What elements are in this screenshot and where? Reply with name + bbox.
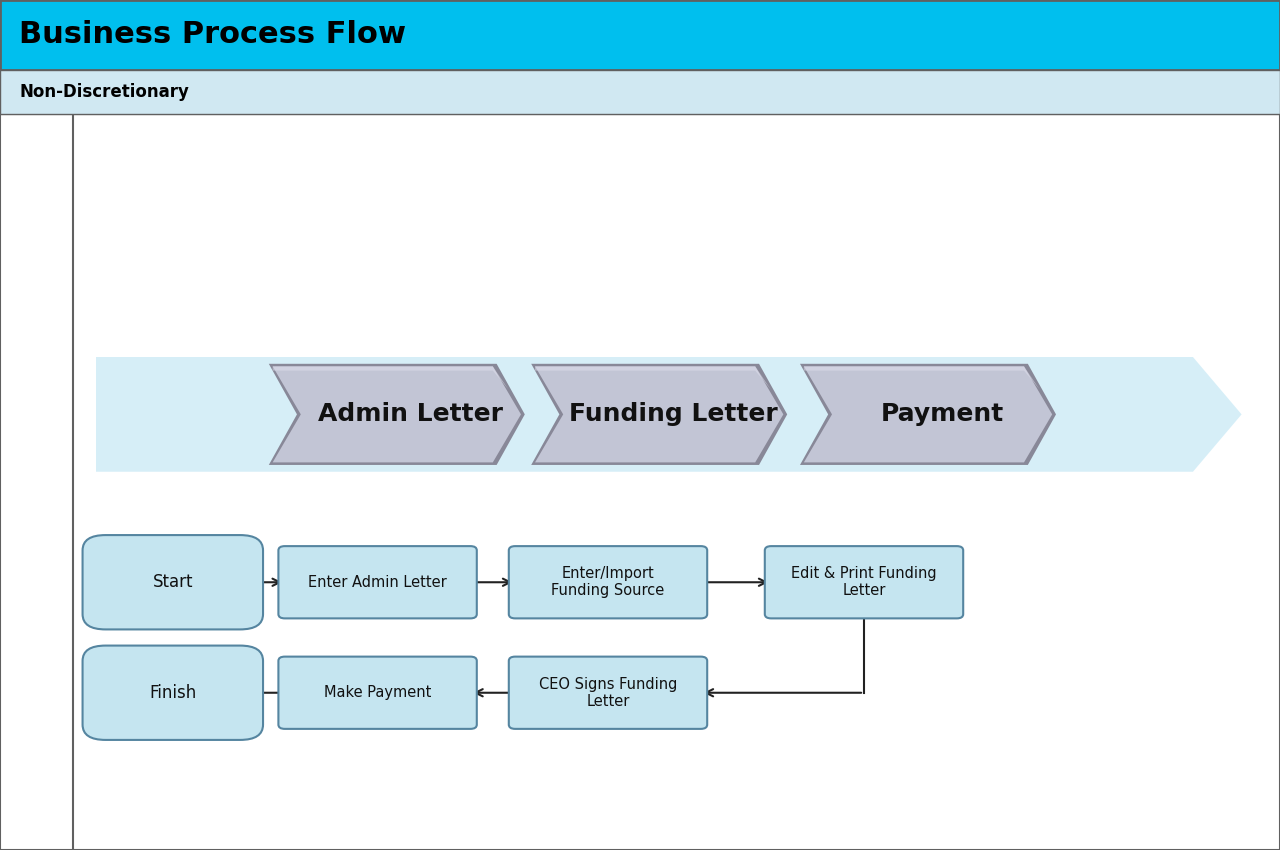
FancyBboxPatch shape (508, 546, 708, 619)
Text: Admin Letter: Admin Letter (319, 402, 503, 427)
FancyBboxPatch shape (83, 646, 264, 740)
Text: Non-Discretionary: Non-Discretionary (19, 82, 189, 101)
Text: CEO Signs Funding
Letter: CEO Signs Funding Letter (539, 677, 677, 709)
Polygon shape (804, 366, 1052, 462)
Polygon shape (800, 364, 1056, 465)
Text: Finish: Finish (150, 683, 196, 702)
FancyBboxPatch shape (765, 546, 964, 619)
FancyBboxPatch shape (279, 657, 476, 729)
Polygon shape (96, 357, 1242, 472)
FancyBboxPatch shape (508, 657, 708, 729)
Polygon shape (531, 364, 787, 465)
Text: Business Process Flow: Business Process Flow (19, 20, 406, 49)
Polygon shape (804, 366, 1039, 389)
Polygon shape (535, 366, 783, 462)
Polygon shape (273, 366, 521, 462)
Text: Funding Letter: Funding Letter (568, 402, 778, 427)
Text: Enter/Import
Funding Source: Enter/Import Funding Source (552, 566, 664, 598)
Text: Enter Admin Letter: Enter Admin Letter (308, 575, 447, 590)
FancyBboxPatch shape (0, 0, 1280, 70)
Text: Make Payment: Make Payment (324, 685, 431, 700)
Polygon shape (273, 366, 508, 389)
FancyBboxPatch shape (0, 114, 1280, 850)
FancyBboxPatch shape (279, 546, 476, 619)
Text: Payment: Payment (881, 402, 1004, 427)
Polygon shape (269, 364, 525, 465)
FancyBboxPatch shape (83, 536, 264, 629)
Polygon shape (535, 366, 771, 389)
Text: Start: Start (152, 573, 193, 592)
FancyBboxPatch shape (0, 70, 1280, 114)
Text: Edit & Print Funding
Letter: Edit & Print Funding Letter (791, 566, 937, 598)
